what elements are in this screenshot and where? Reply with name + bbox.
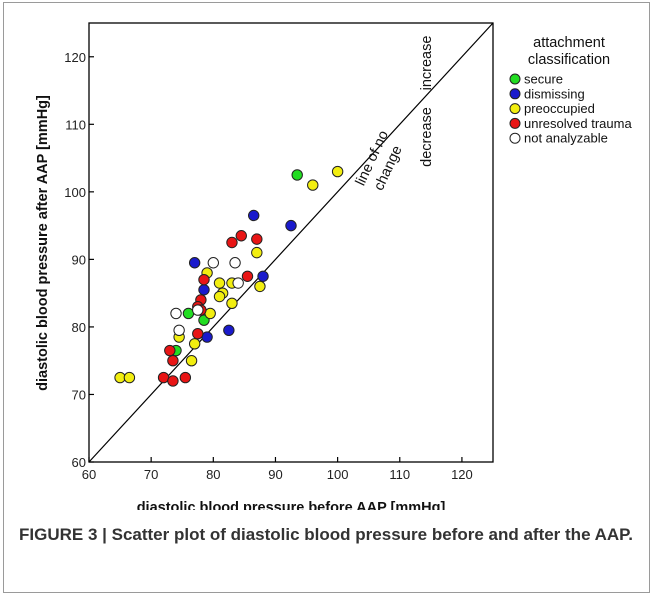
legend-marker-not-analyzable bbox=[509, 132, 521, 144]
point-dismissing bbox=[188, 257, 201, 269]
y-tick-label: 110 bbox=[65, 117, 86, 132]
legend-label-dismissing: dismissing bbox=[524, 86, 585, 101]
legend-marker-unresolved-trauma bbox=[509, 117, 521, 129]
point-preoccupied bbox=[213, 277, 226, 289]
y-axis-title: diastolic blood pressure after AAP [mmHg… bbox=[35, 95, 51, 391]
legend-title-line2: classification bbox=[528, 52, 610, 68]
plot-area: 60 70 80 90 100 110 120 60 70 80 90 100 110 120 bbox=[64, 22, 494, 482]
point-dismissing bbox=[223, 324, 235, 336]
point-not-analyzable bbox=[229, 257, 241, 269]
x-tick-label: 100 bbox=[327, 467, 349, 482]
x-axis-title: diastolic blood pressure before AAP [mmH… bbox=[137, 500, 446, 510]
decrease-label: decrease bbox=[419, 107, 435, 167]
data-points bbox=[114, 165, 344, 387]
y-tick-label: 70 bbox=[72, 387, 86, 402]
point-preoccupied bbox=[331, 165, 344, 178]
point-preoccupied bbox=[123, 371, 136, 384]
point-dismissing bbox=[257, 270, 269, 282]
legend-label-not-analyzable: not analyzable bbox=[524, 131, 608, 146]
point-not-analyzable bbox=[173, 324, 185, 336]
legend-marker-dismissing bbox=[509, 88, 521, 100]
point-preoccupied bbox=[213, 290, 226, 303]
legend-label-unresolved-trauma: unresolved trauma bbox=[524, 116, 632, 131]
point-unresolved-trauma bbox=[192, 327, 204, 340]
y-tick-label: 90 bbox=[72, 252, 86, 267]
increase-label: increase bbox=[419, 36, 435, 91]
point-not-analyzable bbox=[192, 304, 204, 316]
x-tick-label: 60 bbox=[82, 467, 96, 482]
scatter-chart: 60 70 80 90 100 110 120 60 70 80 90 100 110 120 dias… bbox=[35, 22, 632, 510]
legend-label-secure: secure bbox=[524, 72, 563, 87]
point-preoccupied bbox=[251, 246, 263, 259]
point-not-analyzable bbox=[232, 277, 244, 289]
point-preoccupied bbox=[185, 354, 198, 367]
point-unresolved-trauma bbox=[226, 236, 238, 249]
point-unresolved-trauma bbox=[164, 344, 176, 357]
point-preoccupied bbox=[188, 338, 201, 350]
point-dismissing bbox=[198, 284, 210, 296]
y-tick-label: 60 bbox=[72, 455, 86, 470]
point-preoccupied bbox=[307, 179, 319, 191]
x-tick-label: 70 bbox=[144, 467, 158, 482]
point-not-analyzable bbox=[170, 307, 182, 320]
x-tick-label: 120 bbox=[451, 467, 473, 482]
legend-marker-preoccupied bbox=[509, 103, 521, 115]
x-tick-label: 80 bbox=[206, 467, 220, 482]
legend-label-preoccupied: preoccupied bbox=[524, 101, 595, 116]
y-tick-label: 120 bbox=[64, 50, 86, 65]
point-unresolved-trauma bbox=[241, 270, 254, 282]
figure-frame bbox=[3, 2, 650, 593]
line-of-no-change bbox=[88, 22, 494, 463]
legend: attachment classification securedismissi… bbox=[509, 35, 632, 146]
point-unresolved-trauma bbox=[167, 375, 179, 387]
point-dismissing bbox=[248, 209, 260, 222]
x-axis-ticks: 60 70 80 90 100 110 120 bbox=[82, 457, 473, 482]
figure-caption: FIGURE 3 | Scatter plot of diastolic blo… bbox=[19, 525, 634, 544]
x-tick-label: 110 bbox=[389, 467, 410, 482]
point-preoccupied bbox=[254, 280, 266, 293]
plot-border bbox=[88, 22, 494, 463]
point-not-analyzable bbox=[207, 257, 220, 269]
point-secure bbox=[291, 169, 303, 181]
y-tick-label: 80 bbox=[72, 320, 86, 335]
y-tick-label: 100 bbox=[64, 185, 86, 200]
point-unresolved-trauma bbox=[251, 233, 263, 245]
x-tick-label: 90 bbox=[268, 467, 282, 482]
point-dismissing bbox=[285, 219, 297, 232]
point-unresolved-trauma bbox=[235, 230, 247, 242]
point-preoccupied bbox=[226, 297, 238, 309]
point-unresolved-trauma bbox=[167, 354, 179, 367]
point-unresolved-trauma bbox=[198, 273, 210, 286]
point-unresolved-trauma bbox=[179, 371, 192, 384]
y-axis-ticks: 60 70 80 90 100 110 120 bbox=[64, 50, 94, 470]
legend-title-line1: attachment bbox=[533, 35, 605, 51]
legend-marker-secure bbox=[509, 73, 521, 85]
